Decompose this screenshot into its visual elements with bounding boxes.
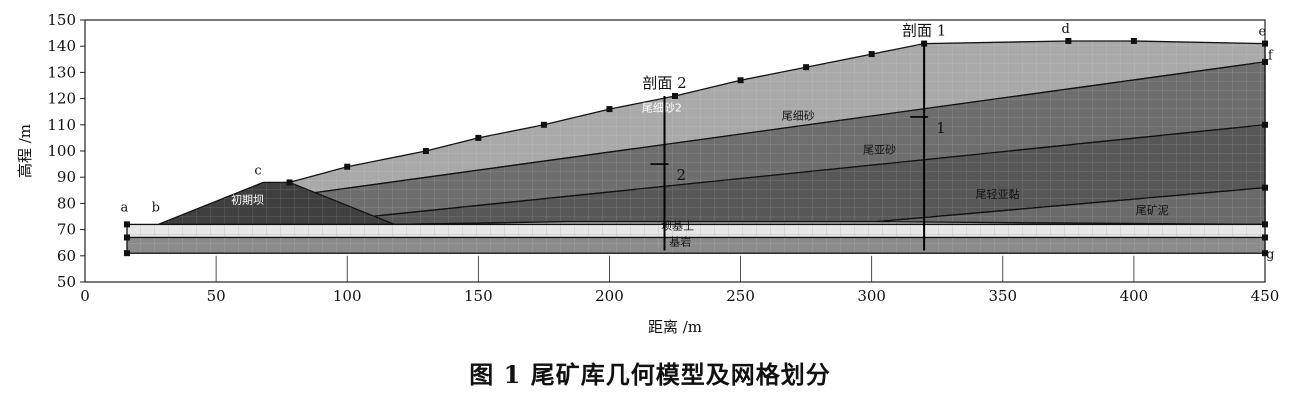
sections: 2 剖面 2 1 剖面 1	[642, 22, 946, 251]
boundary-node	[540, 121, 547, 128]
boundary-node	[737, 77, 744, 84]
x-tick-label: 0	[80, 287, 90, 305]
boundary-node	[803, 64, 810, 71]
region-label: 尾亚砂	[863, 144, 896, 157]
boundary-node	[123, 221, 130, 228]
boundary-node	[1262, 121, 1268, 128]
region-label: 坝基土	[661, 219, 694, 233]
boundary-node	[1262, 221, 1268, 228]
section-label: 剖面 1	[902, 22, 946, 40]
y-tick-label: 120	[47, 90, 76, 108]
region-mesh	[289, 41, 1265, 193]
x-tick-label: 250	[726, 287, 755, 305]
boundary-node	[475, 134, 482, 141]
region-label: 初期坝	[231, 192, 264, 206]
x-axis-title: 距离 /m	[648, 318, 702, 336]
x-tick-label: 450	[1251, 287, 1280, 305]
section-marker-label: 2	[677, 166, 687, 184]
boundary-node	[344, 163, 351, 170]
region-label: 尾矿泥	[1136, 204, 1169, 217]
y-tick-label: 140	[47, 37, 76, 55]
x-tick-label: 50	[207, 287, 226, 305]
boundary-node	[1262, 58, 1268, 65]
boundary-node	[1065, 37, 1072, 44]
point-label: c	[254, 164, 261, 179]
y-tick-label: 110	[47, 116, 76, 134]
y-tick-label: 150	[47, 11, 76, 29]
boundary-node	[1262, 234, 1268, 241]
y-tick-label: 60	[57, 247, 76, 265]
x-tick-label: 100	[333, 287, 362, 305]
boundary-node	[123, 250, 130, 257]
boundary-node	[868, 51, 875, 58]
x-tick-label: 300	[857, 287, 886, 305]
boundary-node	[672, 92, 678, 99]
point-labels: a b c d ef g	[120, 22, 1274, 262]
region-label: 尾细砂	[782, 110, 815, 123]
boundary-node	[606, 106, 613, 113]
y-axis-title: 高程 /m	[16, 124, 34, 178]
x-tick-label: 350	[988, 287, 1017, 305]
boundary-node	[1262, 40, 1268, 47]
region-label: 尾细砂2	[642, 102, 682, 115]
figure-caption: 图 1 尾矿库几何模型及网格划分	[469, 360, 831, 389]
region-mesh	[876, 187, 1265, 225]
boundary-node	[1130, 37, 1137, 44]
y-tick-label: 70	[57, 221, 76, 239]
boundary-node	[123, 234, 130, 241]
boundary-node	[286, 179, 293, 186]
point-label: a	[120, 200, 128, 215]
boundary-node	[1262, 184, 1268, 191]
x-tick-label: 150	[464, 287, 493, 305]
point-label: d	[1062, 22, 1070, 37]
section-marker-label: 1	[936, 119, 946, 137]
point-label: f	[1268, 48, 1274, 63]
x-tick-label: 400	[1120, 287, 1149, 305]
region-mesh	[370, 124, 1265, 225]
region-mesh	[313, 61, 1266, 217]
region-mesh	[158, 182, 395, 225]
point-label: g	[1266, 247, 1274, 262]
region-label: 基岩	[669, 234, 691, 248]
region-mesh	[127, 237, 1265, 254]
point-label: b	[152, 200, 160, 215]
y-tick-label: 100	[47, 142, 76, 160]
y-tick-label: 80	[57, 194, 76, 212]
y-tick-label: 90	[57, 168, 76, 186]
section-label: 剖面 2	[642, 74, 686, 92]
region-mesh	[127, 224, 1265, 238]
y-tick-label: 130	[47, 63, 76, 81]
y-tick-label: 50	[57, 273, 76, 291]
region-label: 尾轻亚黏	[976, 187, 1020, 201]
x-tick-label: 200	[595, 287, 624, 305]
point-label: e	[1259, 25, 1267, 40]
boundary-node	[422, 148, 429, 154]
boundary-node	[1262, 250, 1268, 257]
